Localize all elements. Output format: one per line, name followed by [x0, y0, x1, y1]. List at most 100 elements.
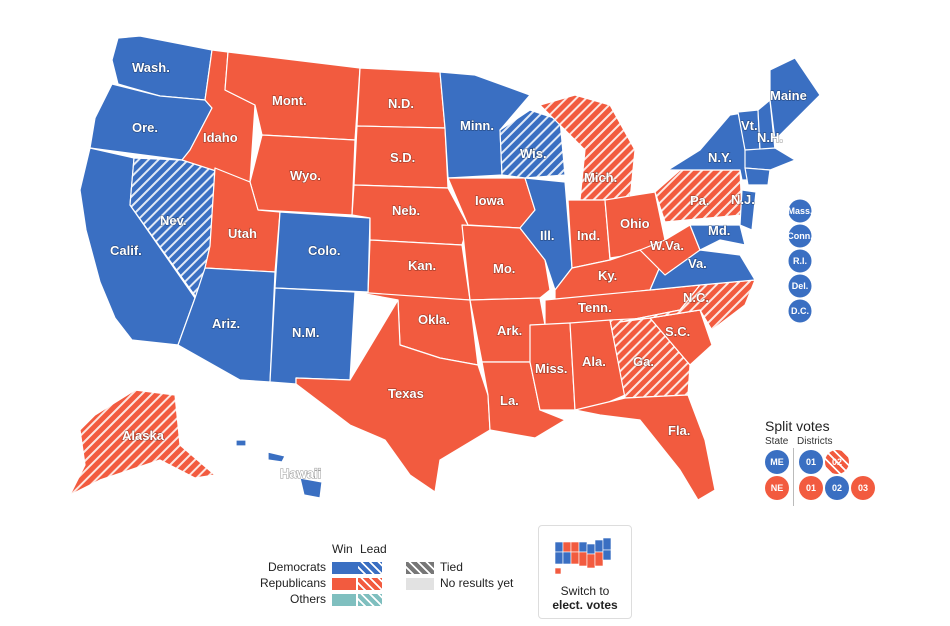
label-hawaii: Hawaii [280, 466, 321, 481]
state-pa[interactable] [654, 169, 743, 223]
legend-no-results-label: No results yet [440, 576, 514, 590]
legend-lead-header: Lead [360, 542, 387, 556]
legend-tied-label: Tied [440, 560, 463, 574]
state-hawaii-tiny[interactable] [235, 439, 247, 447]
state-maine[interactable] [769, 57, 821, 141]
label-nc: N.C. [683, 290, 709, 305]
legend-no-results-swatch [406, 578, 434, 590]
switch-line-2: elect. votes [552, 598, 618, 612]
label-tenn: Tenn. [578, 300, 612, 315]
circle-dc[interactable] [787, 298, 813, 324]
label-vt: Vt. [741, 118, 758, 133]
legend-win-header: Win [332, 542, 353, 556]
label-colo: Colo. [308, 243, 341, 258]
small-state-circles: Mass. Conn. R.I. Del. D.C. [787, 198, 813, 324]
label-ore: Ore. [132, 120, 158, 135]
label-idaho: Idaho [203, 130, 238, 145]
split-votes-panel: Split votes State Districts ME 01 02 NE … [765, 418, 945, 508]
label-calif: Calif. [110, 243, 142, 258]
state-texas[interactable] [295, 299, 491, 493]
label-iowa: Iowa [475, 193, 505, 208]
circle-conn[interactable] [787, 223, 813, 249]
label-wis: Wis. [520, 146, 547, 161]
label-mo: Mo. [493, 261, 515, 276]
label-dc: D.C. [791, 306, 809, 316]
label-ind: Ind. [577, 228, 600, 243]
label-sd: S.D. [390, 150, 415, 165]
label-pa: Pa. [690, 193, 710, 208]
label-ky: Ky. [598, 268, 617, 283]
split-districts-header: Districts [797, 436, 833, 447]
split-me-state[interactable]: ME [765, 450, 789, 474]
state-nj[interactable] [739, 189, 757, 231]
label-ga: Ga. [633, 354, 654, 369]
state-conn[interactable] [744, 167, 771, 186]
split-ne-state[interactable]: NE [765, 476, 789, 500]
label-md: Md. [708, 223, 730, 238]
label-ariz: Ariz. [212, 316, 240, 331]
map-legend: Win Lead Democrats Republicans Others Ti… [240, 540, 540, 620]
label-wva: W.Va. [650, 238, 684, 253]
label-ohio: Ohio [620, 216, 650, 231]
legend-oth-lead-swatch [358, 594, 382, 606]
label-mich: Mich. [584, 170, 617, 185]
circle-mass[interactable] [787, 198, 813, 224]
switch-to-electoral-votes-button[interactable]: Switch to elect. votes [538, 525, 632, 619]
split-me-district-2[interactable]: 02 [825, 450, 849, 474]
state-alaska[interactable] [69, 389, 216, 496]
state-hawaii-big[interactable] [299, 477, 323, 499]
switch-line-1: Switch to [560, 584, 610, 598]
state-miss[interactable] [529, 322, 576, 411]
state-labels: Wash. Ore. Calif. Nev. Idaho Mont. Wyo. … [109, 59, 807, 481]
state-ill[interactable] [519, 177, 573, 291]
label-conn: Conn. [787, 231, 813, 241]
state-wyo[interactable] [249, 134, 356, 216]
state-hawaii-small[interactable] [267, 451, 286, 463]
state-nc[interactable] [619, 279, 756, 331]
label-texas: Texas [388, 386, 424, 401]
legend-others-label: Others [289, 592, 326, 606]
label-del: Del. [792, 281, 809, 291]
label-nev: Nev. [160, 213, 187, 228]
label-maine: Maine [770, 88, 807, 103]
label-ny: N.Y. [708, 150, 732, 165]
label-fla: Fla. [668, 423, 690, 438]
split-ne-district-2[interactable]: 02 [825, 476, 849, 500]
label-nm: N.M. [292, 325, 319, 340]
legend-tied-swatch [406, 562, 434, 574]
label-va: Va. [688, 256, 707, 271]
legend-democrats-label: Democrats [267, 560, 326, 574]
state-mass[interactable] [744, 147, 796, 171]
state-ariz[interactable] [177, 267, 276, 383]
state-wis[interactable] [499, 109, 566, 179]
legend-republicans-label: Republicans [259, 576, 326, 590]
label-la: La. [500, 393, 519, 408]
mini-map-icon [554, 537, 612, 575]
state-mich[interactable] [539, 94, 636, 201]
label-okla: Okla. [418, 312, 450, 327]
split-divider [793, 448, 794, 506]
label-ri: R.I. [793, 256, 807, 266]
split-ne-district-1[interactable]: 01 [799, 476, 823, 500]
label-miss: Miss. [535, 361, 568, 376]
label-wyo: Wyo. [290, 168, 321, 183]
split-ne-district-3[interactable]: 03 [851, 476, 875, 500]
label-alaska: Alaska [122, 428, 165, 443]
legend-rep-win-swatch [332, 578, 356, 590]
label-ala: Ala. [582, 354, 606, 369]
label-mont: Mont. [272, 93, 307, 108]
split-me-district-1[interactable]: 01 [799, 450, 823, 474]
label-ark: Ark. [497, 323, 522, 338]
label-nd: N.D. [388, 96, 414, 111]
state-fla[interactable] [574, 394, 716, 501]
split-state-header: State [765, 436, 789, 447]
us-election-map: Mass. Conn. R.I. Del. D.C. Wash. Ore. Ca… [69, 35, 821, 501]
state-md[interactable] [689, 224, 746, 251]
label-wash: Wash. [132, 60, 170, 75]
circle-ri[interactable] [787, 248, 813, 274]
legend-dem-lead-swatch [358, 562, 382, 574]
circle-del[interactable] [787, 273, 813, 299]
label-utah: Utah [228, 226, 257, 241]
label-ill: Ill. [540, 228, 554, 243]
label-neb: Neb. [392, 203, 420, 218]
